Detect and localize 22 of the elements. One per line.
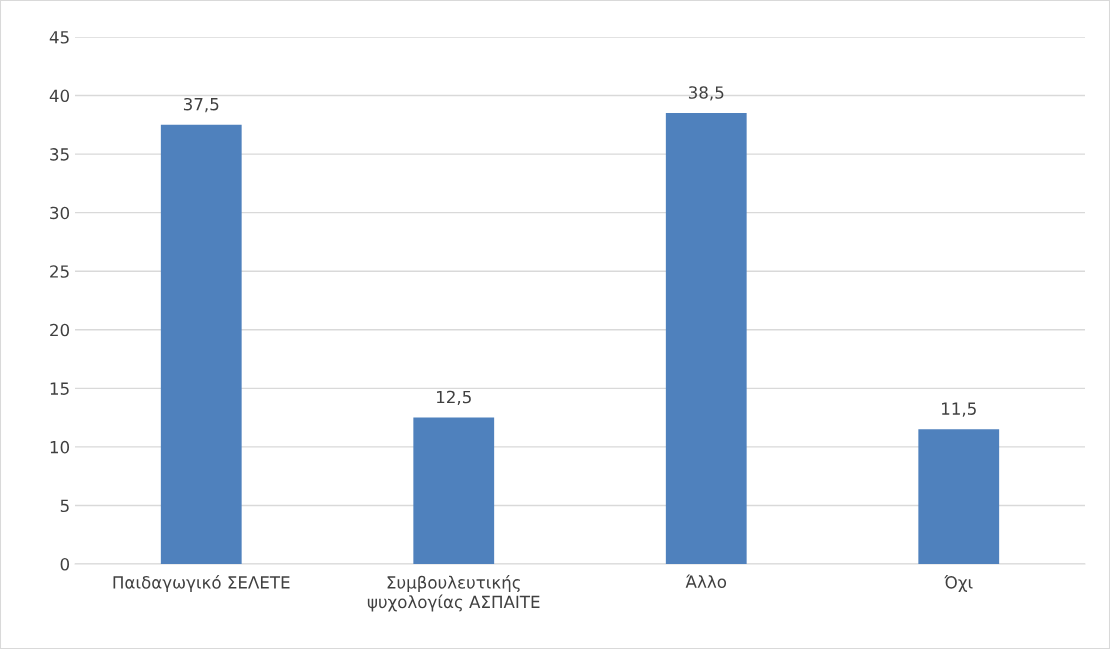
y-tick-label: 25 — [50, 265, 69, 278]
x-tick-label: Άλλο — [685, 574, 727, 589]
y-tick-label: 45 — [49, 31, 69, 44]
data-label: 37,5 — [183, 97, 219, 113]
y-tick-label: 15 — [50, 382, 69, 395]
y-tick-label: 35 — [50, 148, 69, 161]
y-tick-label: 0 — [60, 557, 70, 571]
bar — [413, 417, 495, 564]
x-tick-label: Συμβουλευτικής ψυχολογίας ΑΣΠΑΙΤΕ — [367, 575, 540, 612]
data-label: 12,5 — [437, 390, 471, 405]
y-tick-label: 30 — [50, 206, 70, 220]
data-label: 11,5 — [942, 402, 976, 417]
bar — [918, 429, 1000, 564]
y-tick-label: 5 — [60, 499, 69, 513]
bar — [160, 124, 242, 564]
y-tick-label: 10 — [50, 440, 70, 454]
y-tick-label: 20 — [50, 323, 70, 337]
bar — [665, 113, 747, 564]
y-tick-label: 40 — [49, 89, 70, 103]
x-tick-label: Παιδαγωγικό ΣΕΛΕΤΕ — [113, 575, 290, 592]
x-tick-label: Όχι — [944, 575, 973, 592]
data-label: 38,5 — [688, 86, 724, 101]
